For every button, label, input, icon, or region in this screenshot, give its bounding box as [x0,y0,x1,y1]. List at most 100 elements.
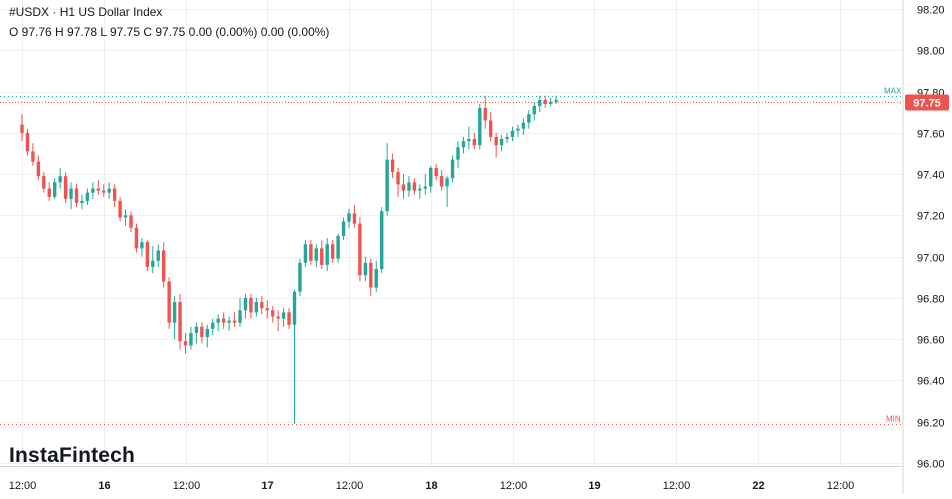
candle [25,128,30,156]
grid [0,0,904,494]
candle-body [374,269,378,288]
candle-body [172,302,177,323]
price-axis[interactable]: 96.00 96.20 96.40 96.60 96.80 97.00 97.20 97.40… [905,5,949,471]
candle [478,103,482,150]
candle [461,136,466,154]
candle [118,196,122,222]
candle [352,205,357,228]
max-label: MAX [884,87,902,96]
candle [423,174,427,195]
candle-body [320,248,324,265]
candle-body [58,176,62,183]
ohlc-readout: O 97.76 H 97.78 L 97.75 C 97.75 0.00 (0.… [9,25,330,39]
price-tick-label: 96.20 [917,418,945,430]
brand-logo: InstaFintech [9,444,136,467]
symbol: #USDX [9,5,50,19]
candle-body [396,172,400,185]
candle-body [330,244,335,259]
candle-body [96,188,100,191]
price-tick-label: 97.40 [917,170,945,182]
candle [189,326,193,350]
candle-body [390,159,395,173]
candle [494,132,498,158]
candle [532,101,536,121]
candle-body [69,188,73,199]
candle [221,312,226,329]
price-tick-label: 97.00 [917,253,945,265]
time-tick-label: 12:00 [336,480,364,492]
candle-body [91,188,95,193]
candle-body [510,130,515,137]
candle-body [20,124,24,133]
candle [298,258,302,296]
candle [347,209,351,228]
candle-body [238,310,242,323]
candle [401,174,406,199]
time-tick-label: 16 [98,480,110,492]
current-price-label: 97.75 [913,98,941,110]
separator: · [52,5,57,19]
instrument-name: US Dollar Index [78,5,163,19]
candle-body [265,308,269,311]
candle-body [521,122,526,129]
candle-body [151,260,155,267]
candle [369,258,373,296]
candle [516,124,520,137]
candle-body [276,316,280,319]
candle-body [423,186,427,189]
candle [380,207,384,274]
candle-body [118,200,122,218]
candle-body [140,242,144,249]
candle-body [292,291,297,325]
candle [85,188,90,206]
candle-body [205,328,209,338]
candle-body [298,262,302,292]
candle-body [434,167,438,177]
candle [292,289,297,424]
price-tick-label: 96.80 [917,294,945,306]
candle-body [450,159,455,179]
candle [303,240,308,267]
candle-body [189,332,193,346]
candle [107,182,111,199]
time-tick-label: 12:00 [663,480,691,492]
candle-body [74,188,79,203]
candle [412,178,417,195]
candle [140,238,144,257]
timeframe: H1 [59,5,76,19]
candle-body [200,326,204,338]
candle [36,155,41,181]
candle [396,167,400,197]
candle-body [107,188,111,193]
candle-body [31,151,35,162]
candle-body [548,101,553,104]
time-tick-label: 12:00 [9,480,37,492]
candle [20,114,24,142]
candle-body [467,139,471,142]
candle-body [478,108,482,146]
candle [434,163,438,181]
candle-body [80,200,84,203]
candle-body [538,99,542,106]
candles [20,95,558,424]
time-tick-label: 22 [752,480,764,492]
candle [91,182,95,199]
candle [489,112,493,142]
candle-body [439,176,444,187]
candle-body [363,262,368,276]
candle-body [445,178,449,187]
candle [358,217,362,282]
candle-body [461,141,466,148]
candle-body [249,297,253,313]
candle [320,240,324,270]
candle [243,293,248,319]
candle-body [53,182,57,197]
candle-body [412,182,417,191]
candle-body [499,139,504,146]
candle [216,314,220,331]
min-label: MIN [886,415,901,424]
time-axis[interactable]: 12:00 16 12:00 17 12:00 18 12:00 19 12:00 22 12:00 [9,480,855,492]
candle-body [156,250,160,261]
